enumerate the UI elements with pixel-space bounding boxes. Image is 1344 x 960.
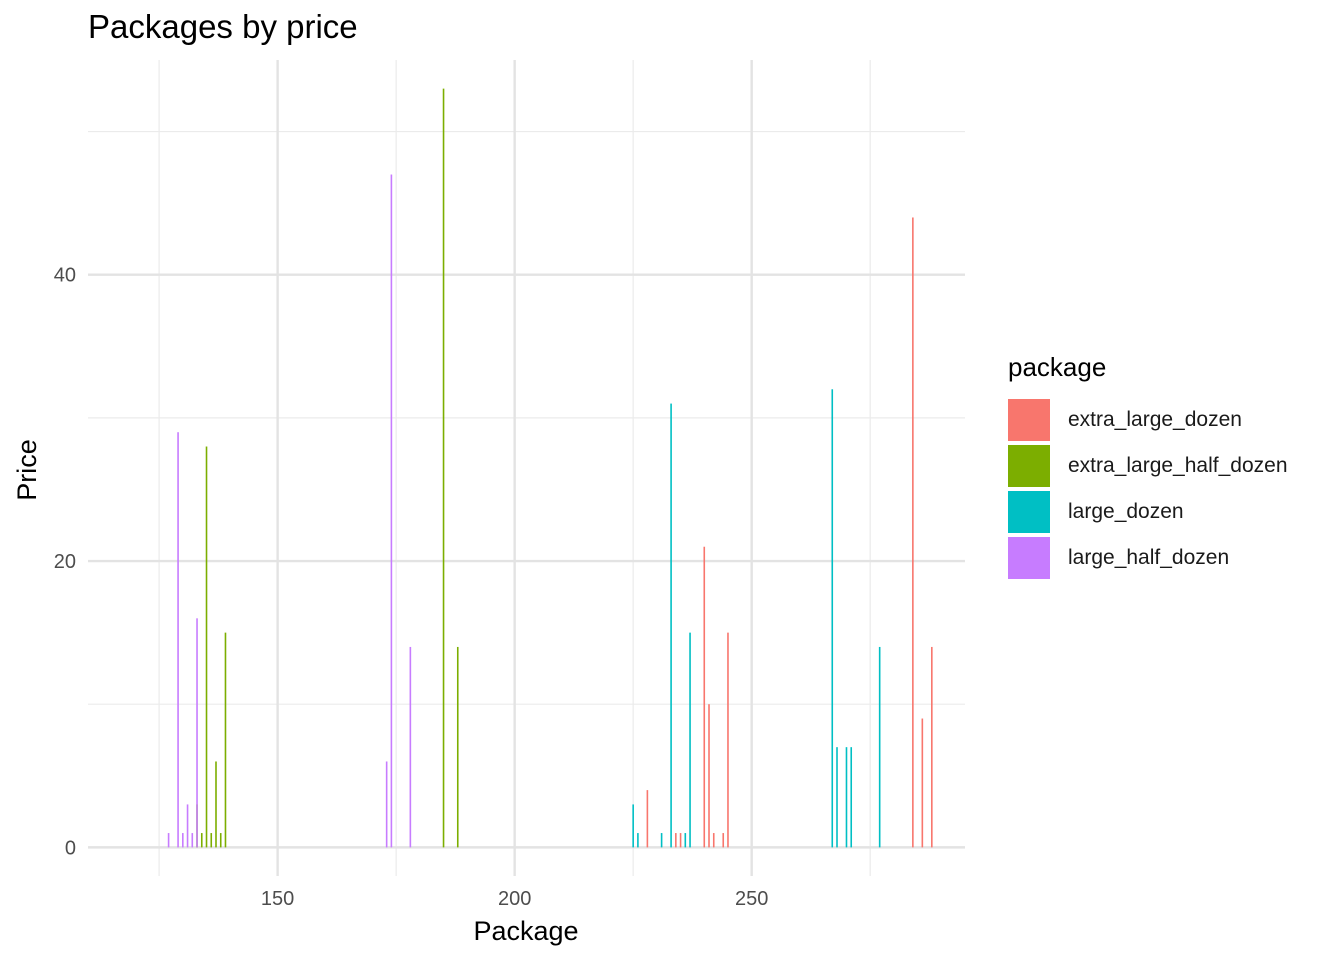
y-tick-label: 40 bbox=[54, 265, 76, 287]
bar-extra_large_dozen bbox=[675, 833, 677, 848]
y-axis-title: Price bbox=[12, 439, 42, 501]
y-tick-label: 0 bbox=[65, 837, 76, 859]
bar-large_half_dozen bbox=[196, 618, 198, 848]
bar-extra_large_half_dozen bbox=[205, 446, 208, 848]
legend-swatch bbox=[1008, 445, 1050, 487]
legend-swatch bbox=[1008, 491, 1050, 533]
bar-large_half_dozen bbox=[191, 833, 194, 848]
bar-extra_large_dozen bbox=[722, 833, 725, 848]
legend-label: large_dozen bbox=[1068, 500, 1184, 523]
x-tick-label: 200 bbox=[498, 888, 531, 910]
bar-extra_large_dozen bbox=[921, 718, 924, 848]
legend-swatch bbox=[1008, 537, 1050, 579]
bar-large_half_dozen bbox=[385, 761, 388, 848]
legend-item: extra_large_half_dozen bbox=[1008, 443, 1288, 489]
chart-title: Packages by price bbox=[88, 8, 358, 45]
bar-extra_large_half_dozen bbox=[215, 761, 217, 848]
bar-large_dozen bbox=[850, 747, 853, 848]
bar-large_half_dozen bbox=[186, 804, 189, 848]
bar-large_dozen bbox=[637, 833, 639, 848]
bars bbox=[167, 88, 933, 848]
x-tick-label: 150 bbox=[261, 888, 294, 910]
legend-item: large_half_dozen bbox=[1008, 535, 1288, 581]
bar-extra_large_dozen bbox=[708, 704, 710, 848]
bar-large_half_dozen bbox=[177, 432, 179, 848]
bar-large_half_dozen bbox=[167, 833, 170, 848]
legend-label: large_half_dozen bbox=[1068, 546, 1230, 569]
bar-large_dozen bbox=[660, 833, 663, 848]
bar-extra_large_half_dozen bbox=[200, 833, 203, 848]
bar-extra_large_dozen bbox=[679, 833, 682, 848]
bar-extra_large_half_dozen bbox=[442, 88, 445, 848]
bar-large_dozen bbox=[684, 833, 687, 848]
legend-swatch bbox=[1008, 399, 1050, 441]
y-tick-label: 20 bbox=[54, 551, 76, 573]
legend-title: package bbox=[1008, 352, 1107, 382]
bar-large_dozen bbox=[689, 632, 691, 848]
bar-extra_large_half_dozen bbox=[224, 632, 227, 848]
bar-large_dozen bbox=[831, 389, 834, 848]
legend: package extra_large_dozen extra_large_hal… bbox=[1008, 352, 1288, 581]
x-tick-label: 250 bbox=[735, 888, 768, 910]
legend-label: extra_large_dozen bbox=[1068, 408, 1242, 431]
bar-extra_large_half_dozen bbox=[219, 833, 222, 848]
tick-labels: 150 200 250 0 20 40 bbox=[54, 265, 769, 910]
x-axis-title: Package bbox=[473, 916, 578, 946]
legend-item: large_dozen bbox=[1008, 489, 1288, 535]
bar-extra_large_dozen bbox=[931, 646, 933, 848]
bar-extra_large_half_dozen bbox=[210, 833, 213, 848]
bar-large_dozen bbox=[632, 804, 634, 848]
bar-large_dozen bbox=[845, 747, 848, 848]
bar-large_half_dozen bbox=[182, 833, 184, 848]
bar-extra_large_dozen bbox=[646, 790, 649, 848]
bar-large_dozen bbox=[836, 747, 838, 848]
grid-lines bbox=[88, 60, 965, 876]
bar-large_dozen bbox=[670, 403, 672, 848]
bar-large_dozen bbox=[878, 646, 881, 848]
bar-large_half_dozen bbox=[390, 174, 393, 848]
legend-label: extra_large_half_dozen bbox=[1068, 454, 1288, 477]
bar-extra_large_dozen bbox=[912, 217, 914, 848]
legend-item: extra_large_dozen bbox=[1008, 397, 1288, 443]
bar-extra_large_dozen bbox=[703, 546, 706, 848]
bar-extra_large_half_dozen bbox=[456, 646, 459, 848]
bar-extra_large_dozen bbox=[727, 632, 729, 848]
bar-large_half_dozen bbox=[409, 646, 412, 848]
bar-extra_large_dozen bbox=[712, 833, 715, 848]
